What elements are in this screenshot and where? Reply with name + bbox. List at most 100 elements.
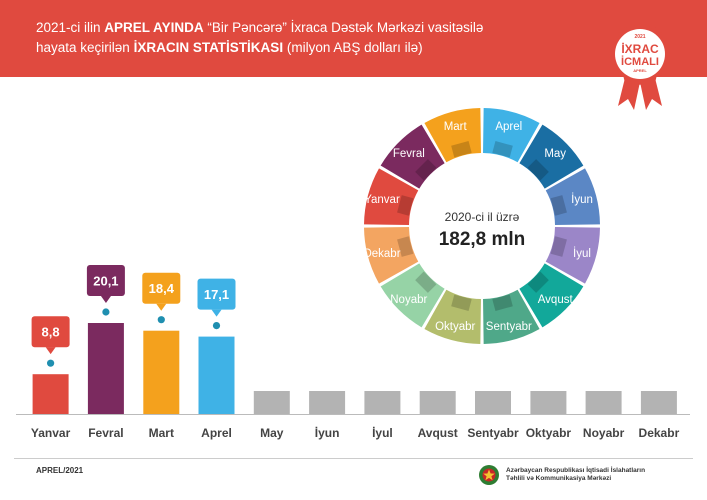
donut-segment-label: Dekabr (363, 248, 400, 260)
data-label: 17,1 (204, 287, 229, 302)
donut-segment-notch (550, 195, 567, 216)
donut-segment-label: May (544, 148, 566, 160)
badge-month: APREL (633, 68, 647, 73)
title-text: (milyon ABŞ dolları ilə) (283, 40, 423, 55)
header-banner: 2021-ci ilin APREL AYINDA “Bir Pəncərə” … (0, 0, 707, 77)
donut-segment-notch (397, 236, 414, 257)
x-tick-label: Oktyabr (526, 426, 572, 440)
bar-2 (87, 323, 124, 414)
value-marker-dot (102, 308, 110, 316)
org-line-2: Təhlili və Kommunikasiya Mərkəzi (506, 475, 612, 482)
bar-1 (32, 374, 69, 414)
badge-line-1: İXRAC (621, 41, 659, 56)
title-line-1: 2021-ci ilin APREL AYINDA “Bir Pəncərə” … (36, 18, 556, 38)
badge-ribbon-left (618, 74, 640, 110)
page-title: 2021-ci ilin APREL AYINDA “Bir Pəncərə” … (36, 18, 556, 58)
title-bold: İXRACIN STATİSTİKASI (133, 40, 284, 55)
title-bold: APREL AYINDA (104, 20, 204, 35)
donut-segment-label: İyul (573, 247, 591, 260)
value-callout-pointer (156, 303, 167, 311)
value-marker-dot (47, 359, 55, 367)
x-tick-label: Fevral (88, 426, 123, 440)
donut-segment-notch (415, 271, 437, 293)
title-text: hayata keçirilən (36, 40, 134, 55)
bar-4 (198, 336, 235, 414)
donut-segment-label: Sentyabr (486, 321, 532, 333)
donut-segment-notch (527, 271, 549, 293)
donut-segment-notch (492, 294, 513, 311)
donut-segment-12 (424, 108, 481, 163)
donut-segment-notch (451, 294, 472, 311)
value-callout (31, 316, 70, 348)
donut-segment-label: Yanvar (364, 194, 400, 206)
x-tick-label: Dekabr (639, 426, 680, 440)
bar-5 (253, 391, 290, 414)
donut-segment-label: Oktyabr (435, 321, 475, 333)
donut-segment-notch (550, 236, 567, 257)
x-tick-label: Sentyabr (467, 426, 519, 440)
donut-segment-3 (545, 168, 600, 225)
x-tick-label: Mart (149, 426, 174, 440)
badge-year: 2021 (634, 34, 645, 40)
title-text: 2021-ci ilin (36, 20, 105, 35)
donut-segment-label: Mart (444, 121, 468, 133)
data-label: 8,8 (42, 325, 60, 340)
donut-segment-1 (483, 108, 540, 163)
x-tick-label: Aprel (201, 426, 232, 440)
value-callout-pointer (100, 296, 111, 303)
donut-segment-7 (424, 289, 481, 344)
donut-segment-6 (483, 289, 540, 344)
export-review-badge: 2021 İXRAC İCMALI APREL (609, 23, 671, 110)
data-label: 18,4 (149, 281, 175, 296)
x-tick-label: Yanvar (31, 426, 71, 440)
bar-6 (309, 391, 346, 414)
bar-8 (419, 391, 456, 414)
donut-segment-label: Fevral (393, 148, 425, 160)
value-callout (86, 265, 125, 296)
footer-date: APREL/2021 (36, 466, 84, 475)
x-tick-label: Noyabr (583, 426, 625, 440)
data-label: 20,1 (93, 274, 118, 289)
value-callout (197, 278, 236, 310)
bar-10 (530, 391, 567, 414)
value-callout (142, 272, 181, 304)
org-line-1: Azərbaycan Respublikası İqtisadi İslahat… (506, 467, 646, 474)
x-tick-label: Avqust (418, 426, 458, 440)
donut-segment-label: İyun (571, 193, 593, 206)
badge-inner (615, 29, 665, 79)
organization-name: Azərbaycan Respublikası İqtisadi İslahat… (506, 467, 686, 483)
bar-7 (364, 391, 401, 414)
x-tick-label: İyul (372, 425, 393, 440)
donut-segment-notch (397, 195, 414, 216)
donut-segment-notch (492, 141, 513, 158)
donut-segment-5 (519, 263, 584, 328)
donut-center (410, 154, 554, 298)
donut-segment-11 (380, 124, 445, 189)
value-callout-pointer (45, 347, 56, 355)
badge-line-2: İCMALI (621, 55, 659, 68)
bar-12 (640, 391, 677, 414)
donut-total-value: 182,8 mln (439, 229, 526, 250)
state-emblem-icon (479, 465, 499, 485)
title-line-2: hayata keçirilən İXRACIN STATİSTİKASI (m… (36, 38, 556, 58)
donut-segment-notch (451, 141, 472, 158)
donut-segment-label: Aprel (495, 121, 522, 133)
bar-9 (475, 391, 511, 414)
donut-segment-notch (527, 159, 549, 181)
badge-ribbon-right (640, 74, 662, 110)
x-tick-label: May (260, 426, 284, 440)
value-marker-dot (157, 316, 165, 324)
bar-3 (143, 330, 180, 414)
donut-segment-2 (519, 124, 584, 189)
footer-divider (14, 458, 693, 459)
x-tick-label: İyun (315, 425, 340, 440)
donut-segment-notch (415, 159, 437, 181)
donut-segment-label: Avqust (538, 294, 574, 306)
title-text: “Bir Pəncərə” İxraca Dəstək Mərkəzi vasi… (203, 20, 484, 35)
donut-segment-8 (380, 263, 445, 328)
donut-segment-9 (364, 227, 419, 284)
donut-segment-label: Noyabr (390, 294, 427, 306)
bar-11 (585, 391, 622, 414)
donut-segment-4 (545, 227, 600, 284)
